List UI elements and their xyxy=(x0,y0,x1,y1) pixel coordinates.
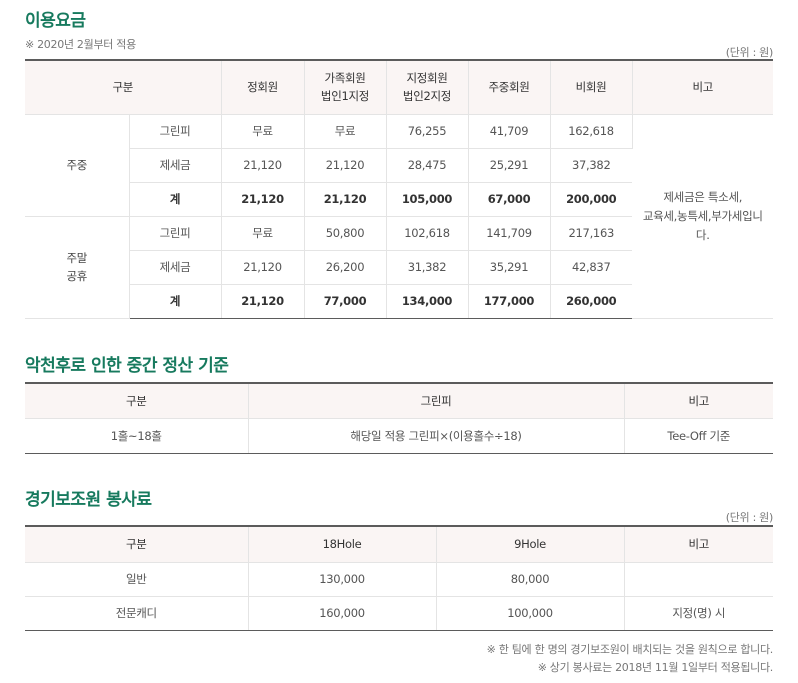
group-label-line: 공휴 xyxy=(66,269,88,283)
tax-remark: 제세금은 특소세, 교육세,농특세,부가세입니 다. xyxy=(632,114,773,319)
total-cell: 200,000 xyxy=(550,182,632,217)
caddie-remark: 지정(명) 시 xyxy=(624,596,773,631)
table-cell: 21,120 xyxy=(304,148,387,183)
bad-weather-title: 악천후로 인한 중간 정산 기준 xyxy=(25,356,229,376)
header-designated-line2: 법인2지정 xyxy=(402,89,452,104)
table-cell: 102,618 xyxy=(386,216,469,251)
hole-range: 1홀~18홀 xyxy=(25,418,249,454)
row-label: 그린피 xyxy=(129,216,222,251)
total-cell: 77,000 xyxy=(304,284,387,319)
fee-9hole: 80,000 xyxy=(436,562,625,597)
table-cell: 37,382 xyxy=(550,148,632,183)
header-18hole: 18Hole xyxy=(248,525,437,563)
table-cell: 26,200 xyxy=(304,250,387,285)
header-family-line2: 법인1지정 xyxy=(320,89,370,104)
total-cell: 21,120 xyxy=(304,182,387,217)
header-remark: 비고 xyxy=(624,382,773,419)
row-label-total: 계 xyxy=(129,182,222,217)
table-row: 계 21,120 77,000 134,000 177,000 260,000 xyxy=(25,284,773,319)
total-cell: 21,120 xyxy=(221,182,305,217)
effective-date-note: ※ 2020년 2월부터 적용 xyxy=(25,38,136,51)
header-designated-line1: 지정회원 xyxy=(406,71,448,86)
row-label: 그린피 xyxy=(129,114,222,149)
header-category: 구분 xyxy=(25,59,222,115)
total-cell: 177,000 xyxy=(468,284,551,319)
table-cell: 25,291 xyxy=(468,148,551,183)
total-cell: 260,000 xyxy=(550,284,632,319)
table-row: 1홀~18홀 해당일 적용 그린피×(이용홀수÷18) Tee-Off 기준 xyxy=(25,418,773,454)
table-cell: 35,291 xyxy=(468,250,551,285)
caddie-type: 일반 xyxy=(25,562,249,597)
header-remark: 비고 xyxy=(632,59,773,115)
row-label: 제세금 xyxy=(129,250,222,285)
fee-18hole: 160,000 xyxy=(248,596,437,631)
table-cell: 162,618 xyxy=(550,114,633,149)
table-cell: 141,709 xyxy=(468,216,551,251)
table-cell: 50,800 xyxy=(304,216,387,251)
header-remark: 비고 xyxy=(624,525,773,563)
caddie-fee-title: 경기보조원 봉사료 xyxy=(25,490,152,510)
group-weekday: 주중 xyxy=(25,114,130,217)
greenfee-formula: 해당일 적용 그린피×(이용홀수÷18) xyxy=(248,418,625,454)
unit-label: (단위 : 원) xyxy=(725,511,774,524)
remark-line: 교육세,농특세,부가세입니 xyxy=(642,208,763,223)
remark-line: 다. xyxy=(695,227,710,242)
total-cell: 105,000 xyxy=(386,182,469,217)
header-family-line1: 가족회원 xyxy=(324,71,366,86)
table-cell: 무료 xyxy=(304,114,387,149)
group-label-line: 주말 xyxy=(66,251,88,265)
tee-off-basis: Tee-Off 기준 xyxy=(624,418,773,454)
table-row: 제세금 21,120 26,200 31,382 35,291 42,837 xyxy=(25,250,773,285)
header-category: 구분 xyxy=(25,525,249,563)
group-weekend-holiday: 주말 공휴 xyxy=(25,216,130,319)
remark-line: 제세금은 특소세, xyxy=(663,189,743,204)
header-category: 구분 xyxy=(25,382,249,419)
table-cell: 41,709 xyxy=(468,114,551,149)
total-cell: 67,000 xyxy=(468,182,551,217)
table-cell: 76,255 xyxy=(386,114,469,149)
header-9hole: 9Hole xyxy=(436,525,625,563)
caddie-fee-table: 구분 18Hole 9Hole 비고 일반 130,000 80,000 전문캐… xyxy=(25,525,773,631)
table-cell: 무료 xyxy=(221,114,305,149)
header-weekday-member: 주중회원 xyxy=(468,59,551,115)
row-label: 제세금 xyxy=(129,148,222,183)
header-greenfee: 그린피 xyxy=(248,382,625,419)
footnote-effective-date: ※ 상기 봉사료는 2018년 11월 1일부터 적용됩니다. xyxy=(537,661,774,674)
table-cell: 21,120 xyxy=(221,250,305,285)
total-cell: 21,120 xyxy=(221,284,305,319)
fee-18hole: 130,000 xyxy=(248,562,437,597)
header-regular: 정회원 xyxy=(221,59,305,115)
table-row: 전문캐디 160,000 100,000 지정(명) 시 xyxy=(25,596,773,631)
total-cell: 134,000 xyxy=(386,284,469,319)
table-cell: 31,382 xyxy=(386,250,469,285)
table-cell: 42,837 xyxy=(550,250,632,285)
unit-label: (단위 : 원) xyxy=(725,46,774,59)
footnote-one-caddie: ※ 한 팀에 한 명의 경기보조원이 배치되는 것을 원칙으로 합니다. xyxy=(486,643,774,656)
header-family: 가족회원 법인1지정 xyxy=(304,59,387,115)
header-designated: 지정회원 법인2지정 xyxy=(386,59,469,115)
fees-title: 이용요금 xyxy=(25,11,86,31)
row-label-total: 계 xyxy=(129,284,222,319)
table-row: 일반 130,000 80,000 xyxy=(25,562,773,597)
fee-9hole: 100,000 xyxy=(436,596,625,631)
caddie-remark xyxy=(624,562,773,597)
table-row: 제세금 21,120 21,120 28,475 25,291 37,382 xyxy=(25,148,773,183)
fees-table: 구분 정회원 가족회원 법인1지정 지정회원 법인2지정 주중회원 비회원 비고… xyxy=(25,59,773,319)
table-cell: 217,163 xyxy=(550,216,632,251)
table-row: 계 21,120 21,120 105,000 67,000 200,000 xyxy=(25,182,773,217)
group-label-line: 주중 xyxy=(66,158,88,172)
table-cell: 21,120 xyxy=(221,148,305,183)
caddie-type: 전문캐디 xyxy=(25,596,249,631)
table-cell: 28,475 xyxy=(386,148,469,183)
header-nonmember: 비회원 xyxy=(550,59,633,115)
table-row: 주말 공휴 그린피 무료 50,800 102,618 141,709 217,… xyxy=(25,216,773,319)
bad-weather-table: 구분 그린피 비고 1홀~18홀 해당일 적용 그린피×(이용홀수÷18) Te… xyxy=(25,382,773,454)
table-row: 주중 그린피 무료 무료 76,255 41,709 162,618 제세금은 … xyxy=(25,114,773,319)
table-cell: 무료 xyxy=(221,216,305,251)
